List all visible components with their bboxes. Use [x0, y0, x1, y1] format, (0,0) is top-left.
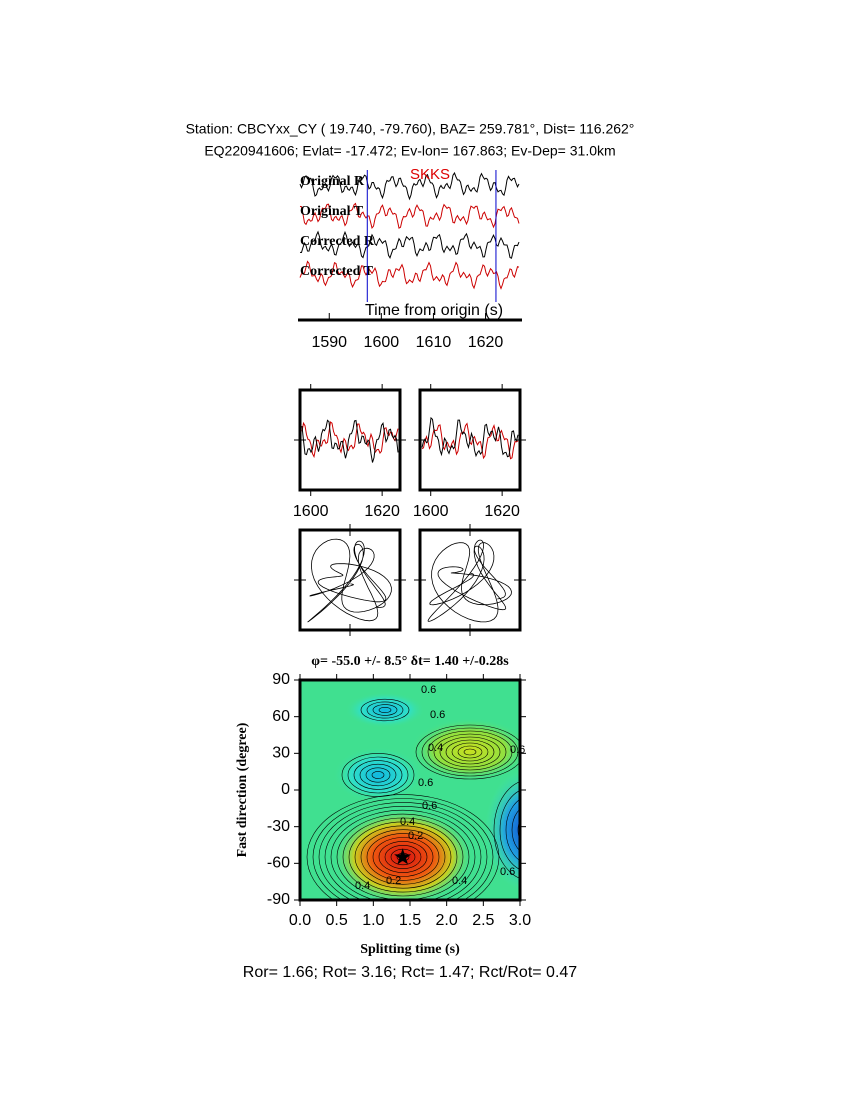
footer: Ror= 1.66; Rot= 3.16; Rct= 1.47; Rct/Rot… — [243, 964, 578, 981]
contour-line — [445, 739, 495, 765]
contour-line — [439, 736, 501, 768]
chart-title: φ= -55.0 +/- 8.5° δt= 1.40 +/-0.28s — [311, 654, 509, 669]
waveform — [299, 171, 520, 201]
contour-line — [341, 753, 415, 797]
x-tick-label: 1600 — [364, 334, 400, 351]
contour-label: 0.6 — [421, 684, 436, 696]
y-tick-label: 60 — [272, 708, 290, 725]
contour-line — [372, 704, 398, 716]
panel-frame — [298, 388, 402, 492]
y-tick-label: -60 — [267, 855, 290, 872]
header-line: Station: CBCYxx_CY ( 19.740, -79.760), B… — [186, 121, 635, 137]
x-tick-label: 1610 — [416, 334, 452, 351]
trace-label: Original R — [300, 174, 365, 189]
waveform — [299, 230, 520, 259]
contour-label: 0.6 — [500, 866, 515, 878]
contour-line — [415, 724, 520, 780]
contour-line — [517, 820, 520, 840]
contour-line — [318, 802, 488, 900]
x-tick-label: 1600 — [413, 503, 449, 520]
x-axis-label: Splitting time (s) — [360, 942, 460, 957]
contour-line — [360, 829, 446, 885]
contour-label: 0.6 — [510, 744, 525, 756]
contour-line — [493, 781, 520, 879]
contour-line — [499, 790, 520, 870]
contour-line — [511, 808, 520, 852]
contour-line — [312, 798, 494, 900]
x-tick-label: 0.0 — [289, 912, 311, 929]
x-tick-label: 1620 — [468, 334, 504, 351]
contour-line — [451, 742, 489, 762]
contour-line — [348, 821, 458, 893]
contour-line — [427, 730, 513, 774]
contour-line — [457, 745, 483, 759]
waveform — [301, 421, 399, 459]
contour-label: 0.6 — [430, 709, 445, 721]
x-tick-label: 1.5 — [399, 912, 421, 929]
contour-line — [353, 760, 403, 790]
x-tick-label: 2.5 — [472, 912, 494, 929]
contour-line — [354, 825, 452, 889]
particle-motion — [427, 539, 512, 623]
contour-label: 0.4 — [428, 742, 443, 754]
x-tick-label: 2.0 — [436, 912, 458, 929]
y-tick-label: 0 — [281, 781, 290, 798]
y-tick-label: -90 — [267, 891, 290, 908]
header-line: EQ220941606; Evlat= -17.472; Ev-lon= 167… — [204, 143, 615, 159]
contour-line — [378, 841, 428, 873]
contour-line — [372, 837, 434, 877]
contour-label: 0.2 — [408, 830, 423, 842]
x-tick-label: 1620 — [484, 503, 520, 520]
contour-line — [366, 701, 404, 719]
waveform — [421, 416, 519, 458]
x-axis-label: Time from origin (s) — [365, 302, 503, 319]
contour-line — [463, 748, 477, 756]
contour-label: 0.4 — [400, 816, 415, 828]
waveform — [301, 419, 399, 463]
best-fit-marker — [394, 848, 412, 865]
panel-frame — [418, 528, 522, 632]
x-tick-label: 1.0 — [362, 912, 384, 929]
x-tick-label: 1590 — [311, 334, 347, 351]
waveform — [299, 202, 520, 229]
trace-label: Corrected T — [300, 264, 374, 279]
contour-line — [324, 806, 482, 900]
contour-label: 0.2 — [386, 875, 401, 887]
y-tick-label: -30 — [267, 818, 290, 835]
contour-line — [384, 844, 422, 869]
contour-line — [421, 727, 519, 777]
contour-line — [365, 767, 391, 783]
y-axis-label: Fast direction (degree) — [235, 722, 250, 857]
contour-line — [366, 833, 440, 881]
particle-motion — [306, 538, 392, 623]
contour-line — [360, 698, 410, 722]
waveform — [299, 260, 520, 290]
contour-line — [371, 771, 385, 779]
x-tick-label: 1600 — [293, 503, 329, 520]
y-tick-label: 30 — [272, 745, 290, 762]
contour-line — [330, 809, 476, 900]
contour-line — [524, 822, 536, 839]
trace-label: Original T — [300, 204, 364, 219]
contour-label: 0.4 — [355, 880, 370, 892]
phase-label: SKKS — [410, 166, 450, 183]
x-tick-label: 0.5 — [326, 912, 348, 929]
contour-label: 0.4 — [452, 875, 467, 887]
contour-line — [347, 756, 409, 794]
contour-line — [306, 794, 500, 900]
contour-line — [378, 706, 392, 713]
x-tick-label: 1620 — [364, 503, 400, 520]
x-tick-label: 3.0 — [509, 912, 531, 929]
contour-line — [359, 763, 397, 787]
contour-label: 0.6 — [422, 800, 437, 812]
y-tick-label: 90 — [272, 671, 290, 688]
contour-line — [342, 817, 464, 897]
trace-label: Corrected R — [300, 234, 375, 249]
contour-label: 0.6 — [418, 777, 433, 789]
contour-line — [433, 733, 507, 771]
contour-line — [505, 799, 520, 861]
